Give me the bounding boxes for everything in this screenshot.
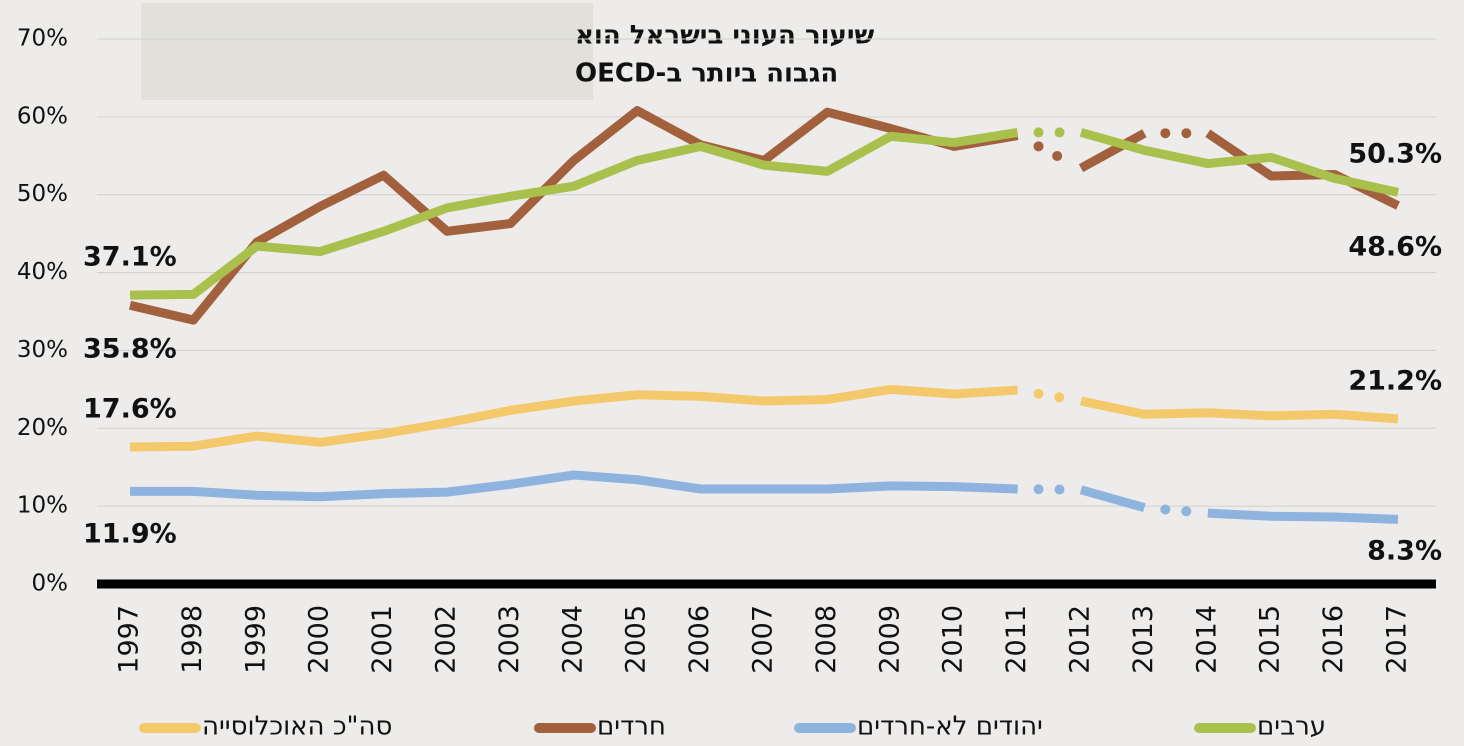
x-tick-label: 2008 [811,605,842,674]
x-tick-label: 2011 [1001,605,1032,674]
data-label: 8.3% [1367,536,1442,567]
legend-label: ערבים [1257,712,1326,742]
x-tick-label: 2001 [367,605,398,674]
legend-label: יהודים לא-חרדים [857,712,1043,742]
series-dotted-line [1160,504,1192,517]
data-label: 17.6% [83,394,177,425]
x-tick-label: 2010 [938,605,969,674]
series-line [129,127,1019,300]
x-tick-label: 1997 [114,605,145,674]
x-tick-label: 2005 [621,605,652,674]
data-label: 50.3% [1348,139,1442,170]
data-label: 37.1% [83,242,177,273]
x-tick-label: 2013 [1128,605,1159,674]
x-tick-label: 2009 [874,605,905,674]
x-tick-label: 2007 [748,605,779,674]
y-tick-label: 70% [17,26,68,52]
x-tick-label: 2014 [1191,605,1222,674]
x-tick-label: 2000 [304,605,335,674]
x-tick-label: 2003 [494,605,525,674]
x-tick-label: 1999 [240,605,271,674]
series-line [1079,128,1399,197]
y-tick-label: 0% [32,571,69,597]
series-line [128,106,1019,325]
x-tick-label: 2006 [684,605,715,674]
x-tick-label: 2004 [557,605,588,674]
series-line [1205,129,1400,210]
series-dotted-line [1033,141,1066,163]
y-tick-label: 10% [17,493,68,519]
x-tick-label: 2012 [1065,605,1096,674]
data-label: 48.6% [1348,232,1442,263]
y-tick-label: 20% [17,415,68,441]
x-tick-label: 2002 [431,605,462,674]
series-line [129,384,1018,452]
series-line [1080,396,1399,424]
data-label: 21.2% [1348,366,1442,397]
series-line [130,470,1018,502]
x-tick-label: 1998 [177,605,208,674]
title-box [141,3,593,100]
y-tick-label: 50% [17,181,68,207]
series-line [1079,485,1146,513]
series-line [1207,508,1399,524]
data-label: 11.9% [83,519,177,550]
series-line [1078,129,1147,173]
legend-label: חרדים [597,712,666,742]
chart-title: הגבוה ביותר ב-OECD [575,59,838,89]
x-tick-label: 2017 [1382,605,1413,674]
x-tick-label: 2015 [1255,605,1286,674]
chart-title: שיעור העוני בישראל הוא [575,21,875,51]
y-tick-label: 40% [17,259,68,285]
y-tick-label: 30% [17,337,68,363]
legend-label: סה"כ האוכלוסייה [202,712,392,742]
y-tick-label: 60% [17,103,68,129]
x-tick-label: 2016 [1318,605,1349,674]
series-dotted-line [1033,388,1066,403]
data-label: 35.8% [83,334,177,365]
